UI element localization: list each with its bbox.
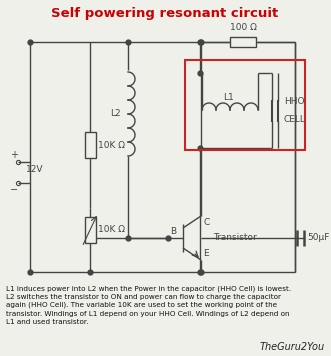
Text: 10K Ω: 10K Ω [98, 225, 125, 235]
Text: −: − [10, 185, 18, 195]
Bar [230, 37, 256, 47]
Text: 12V: 12V [26, 166, 43, 174]
Text: L1: L1 [224, 94, 234, 103]
Text: L2: L2 [110, 110, 120, 119]
Bar [84, 217, 96, 243]
Text: +: + [10, 150, 18, 160]
Text: CELL: CELL [284, 115, 306, 124]
Text: TheGuru2You: TheGuru2You [260, 342, 325, 352]
Text: 100 Ω: 100 Ω [230, 23, 257, 32]
Text: L1 induces power into L2 when the Power in the capacitor (HHO Cell) is lowest.
L: L1 induces power into L2 when the Power … [6, 285, 291, 325]
Text: Transistor: Transistor [213, 234, 257, 242]
Text: HHO: HHO [284, 98, 305, 106]
Text: B: B [170, 227, 176, 236]
Bar [185, 60, 305, 150]
Text: Self powering resonant circuit: Self powering resonant circuit [51, 7, 279, 21]
Text: E: E [203, 249, 209, 258]
Text: 50μF: 50μF [307, 234, 330, 242]
Text: C: C [203, 218, 209, 227]
Text: 10K Ω: 10K Ω [98, 141, 125, 150]
Bar [84, 132, 96, 158]
